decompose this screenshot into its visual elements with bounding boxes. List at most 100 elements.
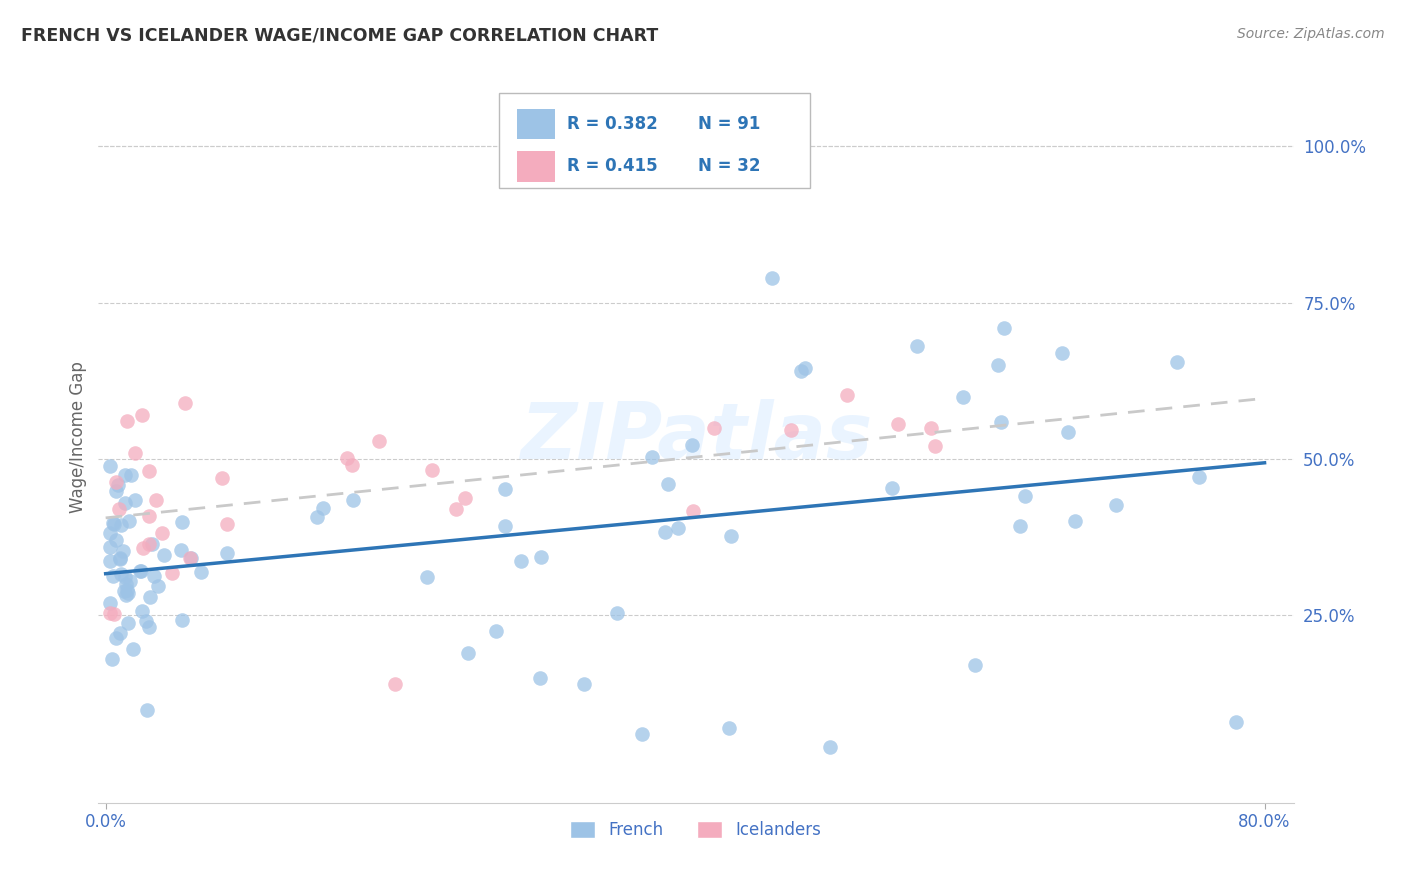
Point xyxy=(368,434,391,448)
Point xyxy=(170,543,193,558)
Point xyxy=(720,529,742,543)
Point xyxy=(572,677,595,691)
Point xyxy=(793,361,815,376)
Point xyxy=(101,652,124,666)
Text: R = 0.382: R = 0.382 xyxy=(567,115,658,133)
Point xyxy=(657,476,679,491)
Point xyxy=(963,658,986,673)
Point xyxy=(666,521,689,535)
Point xyxy=(135,703,157,717)
Point xyxy=(103,516,125,531)
Point xyxy=(124,446,146,460)
Point xyxy=(115,583,138,598)
Text: N = 91: N = 91 xyxy=(699,115,761,133)
Point xyxy=(835,388,858,402)
Point xyxy=(211,471,233,485)
Point xyxy=(101,569,124,583)
Point xyxy=(114,496,136,510)
Point xyxy=(1057,425,1080,440)
Point xyxy=(114,467,136,482)
Point xyxy=(336,450,359,465)
FancyBboxPatch shape xyxy=(499,94,810,188)
Point xyxy=(129,565,152,579)
Point xyxy=(510,553,533,567)
Point xyxy=(174,395,197,409)
Point xyxy=(112,583,135,598)
Y-axis label: Wage/Income Gap: Wage/Income Gap xyxy=(69,361,87,513)
Text: FRENCH VS ICELANDER WAGE/INCOME GAP CORRELATION CHART: FRENCH VS ICELANDER WAGE/INCOME GAP CORR… xyxy=(21,27,658,45)
Point xyxy=(924,439,946,453)
Point xyxy=(98,526,121,541)
Point xyxy=(190,566,212,580)
Point xyxy=(790,364,813,378)
Point xyxy=(117,586,139,600)
Point xyxy=(108,626,131,640)
Point xyxy=(172,515,194,529)
Point xyxy=(111,544,134,558)
Point xyxy=(217,545,239,559)
Point xyxy=(457,646,479,660)
Point xyxy=(1014,489,1036,503)
Point xyxy=(342,492,364,507)
Point xyxy=(117,615,139,630)
Point xyxy=(132,541,155,556)
Point xyxy=(530,549,553,564)
Point xyxy=(641,450,664,464)
Point xyxy=(118,515,141,529)
Point xyxy=(103,516,125,530)
Point xyxy=(986,358,1008,372)
Point xyxy=(146,579,169,593)
Point xyxy=(485,624,508,638)
Point xyxy=(818,739,841,754)
Point xyxy=(384,677,406,691)
Point xyxy=(654,524,676,539)
Point xyxy=(179,551,201,566)
Point xyxy=(121,642,143,657)
Point xyxy=(887,417,910,432)
Point xyxy=(494,519,516,533)
Point xyxy=(1187,470,1209,484)
Point xyxy=(120,574,142,588)
Point xyxy=(131,408,153,422)
Point xyxy=(305,509,328,524)
Point xyxy=(138,465,160,479)
Point xyxy=(160,566,183,581)
Point xyxy=(115,577,138,591)
Point xyxy=(107,478,129,492)
Point xyxy=(98,596,121,610)
Point xyxy=(681,438,703,452)
Point xyxy=(761,270,783,285)
Text: N = 32: N = 32 xyxy=(699,158,761,176)
Point xyxy=(630,727,652,741)
Point xyxy=(104,533,127,548)
Text: Source: ZipAtlas.com: Source: ZipAtlas.com xyxy=(1237,27,1385,41)
Point xyxy=(110,517,132,532)
Point xyxy=(105,631,128,645)
Point xyxy=(117,414,139,428)
FancyBboxPatch shape xyxy=(517,109,555,139)
Point xyxy=(1166,355,1188,369)
Point xyxy=(104,484,127,499)
Text: ZIPatlas: ZIPatlas xyxy=(520,399,872,475)
Point xyxy=(905,339,928,353)
Point xyxy=(131,604,153,618)
Point xyxy=(139,590,162,604)
Point xyxy=(703,420,725,434)
Point xyxy=(453,491,475,506)
Point xyxy=(141,536,163,550)
Point xyxy=(138,509,160,524)
Point xyxy=(120,468,142,483)
Point xyxy=(152,549,174,563)
Point xyxy=(682,504,704,518)
Point xyxy=(952,390,974,404)
Text: R = 0.415: R = 0.415 xyxy=(567,158,658,176)
Point xyxy=(98,553,121,567)
Point xyxy=(444,502,467,516)
Point xyxy=(1064,515,1087,529)
Point xyxy=(1225,714,1247,729)
Point xyxy=(108,501,131,516)
Point xyxy=(114,588,136,602)
Point xyxy=(494,482,516,496)
Point xyxy=(416,570,439,584)
Point xyxy=(1105,498,1128,512)
